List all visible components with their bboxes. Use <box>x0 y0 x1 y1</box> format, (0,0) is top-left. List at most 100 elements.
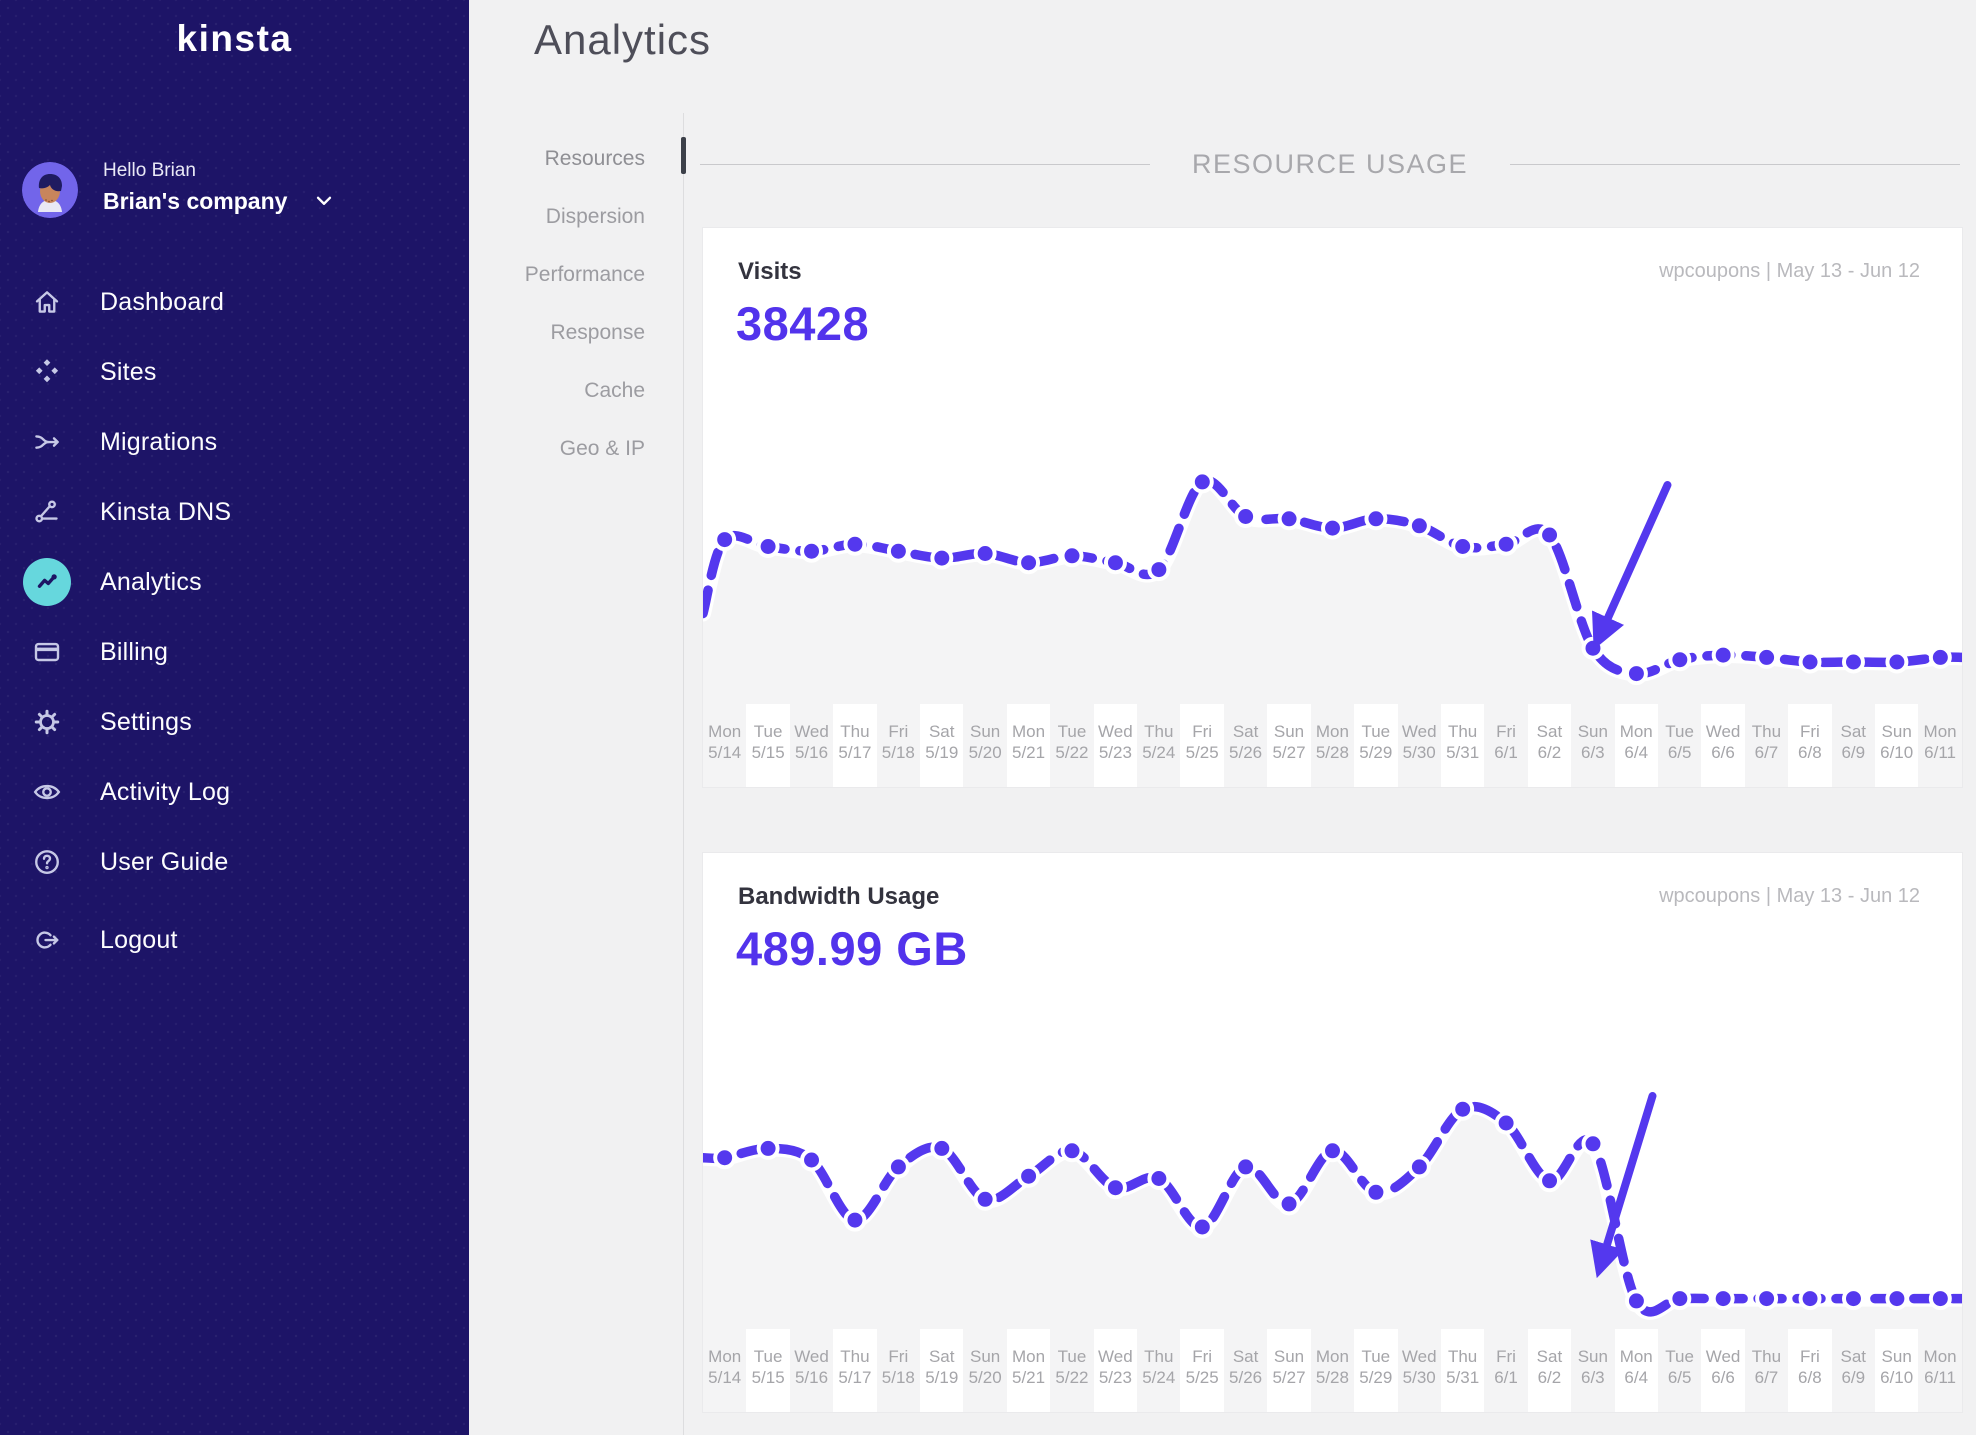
bandwidth-card-meta: wpcoupons | May 13 - Jun 12 <box>1659 885 1920 907</box>
data-point-dot <box>1017 1164 1041 1188</box>
data-point-dot <box>930 1136 954 1160</box>
x-axis-label: Wed 5/23 <box>1093 704 1138 787</box>
x-axis-label: Mon 6/4 <box>1614 1329 1658 1412</box>
x-axis-label: Sun 5/27 <box>1267 1329 1311 1412</box>
data-point-dot <box>843 532 867 556</box>
x-axis-label: Fri 5/18 <box>881 1347 915 1387</box>
x-axis-label: Wed 5/30 <box>1401 722 1437 762</box>
x-axis-label: Sat 6/2 <box>1527 1329 1572 1412</box>
kinsta-logo: kinsta <box>176 18 293 59</box>
sidebar-item-sites[interactable]: Sites <box>0 337 469 407</box>
data-point-dot <box>800 539 824 563</box>
sidebar: kinsta Hello Brian Brian's company Dashb… <box>0 0 469 1435</box>
data-point-dot <box>1364 507 1388 531</box>
x-axis-label: Tue 5/29 <box>1354 704 1398 787</box>
data-point-dot <box>1841 650 1865 674</box>
x-axis-label: Thu 6/7 <box>1751 1347 1782 1387</box>
tab-dispersion[interactable]: Dispersion <box>545 205 645 228</box>
x-axis-label: Thu 5/31 <box>1440 1329 1485 1412</box>
subnav-active-indicator <box>681 137 686 174</box>
x-axis-label: Thu 5/17 <box>833 704 877 787</box>
x-axis-label: Fri 6/1 <box>1494 722 1518 762</box>
x-axis-label: Mon 6/11 <box>1923 1347 1957 1387</box>
data-point-dot <box>1928 645 1952 669</box>
sidebar-item-kinsta-dns[interactable]: Kinsta DNS <box>0 477 469 547</box>
account-company: Brian's company <box>103 188 288 214</box>
data-point-dot <box>1798 650 1822 674</box>
account-switcher[interactable]: Hello Brian Brian's company <box>22 160 447 220</box>
x-axis-label: Mon 5/21 <box>1006 1329 1051 1412</box>
migrations-icon <box>23 418 71 466</box>
x-axis-label: Tue 6/5 <box>1665 1347 1694 1387</box>
data-point-dot <box>973 1187 997 1211</box>
annotation-arrow <box>1592 481 1672 650</box>
chevron-down-icon[interactable] <box>313 190 335 212</box>
tab-geo-ip[interactable]: Geo & IP <box>559 437 645 460</box>
x-axis-label: Sun 6/10 <box>1874 704 1919 787</box>
sidebar-item-logout[interactable]: Logout <box>0 905 469 975</box>
sidebar-item-migrations[interactable]: Migrations <box>0 407 469 477</box>
chart-plot-area <box>703 1044 1962 1329</box>
sidebar-item-label: Settings <box>100 707 192 736</box>
data-point-dot <box>756 535 780 558</box>
x-axis-label: Sun 5/20 <box>968 722 1002 762</box>
data-point-dot <box>886 1155 910 1179</box>
x-axis-label: Fri 6/8 <box>1788 704 1832 787</box>
data-point-dot <box>1668 648 1692 672</box>
bandwidth-card-title: Bandwidth Usage <box>738 883 940 910</box>
x-axis-label: Sun 6/10 <box>1874 1329 1919 1412</box>
data-point-dot <box>1277 507 1301 531</box>
section-rule-left <box>700 163 1150 165</box>
data-point-dot <box>1451 1097 1475 1121</box>
data-point-dot <box>1190 1215 1214 1239</box>
page-title: Analytics <box>534 16 712 63</box>
data-point-dot <box>1060 544 1084 568</box>
eye-icon <box>23 768 71 816</box>
dns-icon <box>23 488 71 536</box>
sidebar-item-billing[interactable]: Billing <box>0 617 469 687</box>
x-axis-label: Sun 6/3 <box>1577 1347 1608 1387</box>
sites-icon <box>23 348 71 396</box>
data-point-dot <box>886 539 910 563</box>
sidebar-item-label: User Guide <box>100 847 229 876</box>
data-point-dot <box>1581 1132 1605 1156</box>
sidebar-item-settings[interactable]: Settings <box>0 687 469 757</box>
x-axis-label: Mon 5/14 <box>708 722 742 762</box>
data-point-dot <box>1017 551 1041 575</box>
data-point-dot <box>1147 1167 1171 1190</box>
main-content: Analytics Resources Dispersion Performance… <box>469 0 1976 1435</box>
data-point-dot <box>930 546 954 570</box>
sidebar-item-label: Analytics <box>100 567 202 596</box>
data-point-dot <box>1321 1139 1344 1163</box>
data-point-dot <box>1103 1176 1127 1200</box>
tab-resources[interactable]: Resources <box>544 147 645 170</box>
visits-card-title: Visits <box>738 258 802 285</box>
sidebar-item-analytics[interactable]: Analytics <box>0 547 469 617</box>
bandwidth-card: Bandwidth Usage 489.99 GB wpcoupons | Ma… <box>702 852 1963 1413</box>
x-axis-label: Sun 5/27 <box>1267 704 1311 787</box>
visits-card-meta: wpcoupons | May 13 - Jun 12 <box>1659 260 1920 282</box>
data-point-dot <box>756 1136 780 1160</box>
sidebar-item-label: Billing <box>100 637 169 666</box>
x-axis-label: Mon 5/14 <box>708 1347 742 1387</box>
account-greeting: Hello Brian <box>103 160 196 181</box>
billing-icon <box>23 628 71 676</box>
tab-performance[interactable]: Performance <box>524 263 645 286</box>
sidebar-item-dashboard[interactable]: Dashboard <box>0 267 469 337</box>
data-point-dot <box>1538 523 1562 547</box>
data-point-dot <box>1190 470 1214 494</box>
x-axis: Mon 5/14 Tue 5/15 Wed 5/16 Thu 5/17 Fri 5/18 Sat 5/… <box>703 1329 1962 1412</box>
data-point-dot <box>1451 535 1475 558</box>
data-point-dot <box>1321 516 1344 540</box>
sidebar-item-user-guide[interactable]: User Guide <box>0 827 469 897</box>
data-point-dot <box>1494 1111 1518 1135</box>
x-axis-label: Sat 6/9 <box>1840 722 1867 762</box>
tab-cache[interactable]: Cache <box>584 379 645 402</box>
sidebar-item-activity-log[interactable]: Activity Log <box>0 757 469 827</box>
tab-response[interactable]: Response <box>550 321 645 344</box>
section-header: RESOURCE USAGE <box>700 148 1960 180</box>
data-point-dot <box>1624 662 1648 686</box>
home-icon <box>23 278 71 326</box>
x-axis-label: Mon 6/11 <box>1923 722 1957 762</box>
data-point-dot <box>1841 1287 1865 1311</box>
